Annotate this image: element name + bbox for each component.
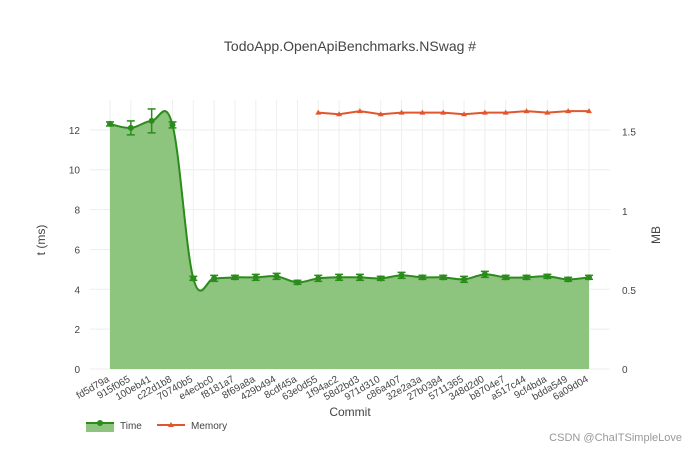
time-point (398, 272, 405, 279)
legend-time-swatch (86, 423, 114, 432)
time-point (169, 121, 176, 128)
time-point (544, 273, 551, 280)
memory-point (356, 108, 363, 114)
memory-point (502, 109, 509, 115)
legend-time-marker (97, 420, 103, 426)
time-area-fill (110, 111, 589, 369)
series-layer (106, 108, 593, 292)
time-point (356, 274, 363, 281)
time-point (481, 271, 488, 278)
x-axis-ticks: fd5d79a915f065100eb41c22d1b870740b5e4ecb… (75, 374, 591, 403)
memory-point (523, 108, 530, 114)
time-point (294, 279, 301, 286)
time-point (461, 276, 468, 283)
time-point (523, 274, 530, 281)
time-point (440, 274, 447, 281)
memory-point (544, 109, 551, 115)
legend-time-label: Time (120, 421, 142, 432)
time-point (107, 120, 113, 127)
memory-point (336, 111, 343, 117)
y2-tick-label: 1 (622, 207, 628, 218)
y-tick-label: 4 (74, 285, 80, 296)
y2-tick-label: 0 (622, 365, 628, 376)
memory-point (315, 109, 322, 115)
y-axis-title: t (ms) (34, 225, 48, 256)
y2-tick-label: 1.5 (622, 128, 636, 139)
memory-point (586, 108, 592, 114)
time-point (419, 274, 426, 281)
y-tick-label: 0 (74, 365, 80, 376)
memory-point (377, 111, 384, 117)
y2-axis-title: MB (649, 226, 663, 244)
y-tick-label: 8 (74, 206, 80, 217)
time-point (190, 275, 197, 282)
legend-item-memory[interactable]: Memory (157, 421, 227, 432)
x-axis-title: Commit (329, 405, 371, 419)
time-point (336, 274, 343, 281)
y-tick-label: 12 (69, 126, 81, 137)
time-point (127, 124, 134, 131)
time-point (252, 274, 259, 281)
memory-point (481, 109, 488, 115)
time-point (148, 117, 155, 124)
memory-point (398, 109, 405, 115)
y-axis-ticks: 0 2 4 6 8 10 12 (69, 126, 81, 376)
y2-tick-label: 0.5 (622, 286, 636, 297)
chart-title: TodoApp.OpenApiBenchmarks.NSwag # (224, 38, 476, 54)
time-point (211, 275, 218, 282)
memory-point (461, 111, 468, 117)
y-tick-label: 2 (74, 325, 80, 336)
time-point (586, 274, 592, 281)
time-area (110, 111, 589, 369)
watermark: CSDN @ChaITSimpleLove (549, 432, 682, 444)
time-point (273, 273, 280, 280)
y2-axis-ticks: 0 0.5 1 1.5 (622, 128, 636, 376)
memory-point (440, 109, 447, 115)
time-point (315, 275, 322, 282)
legend-memory-marker (168, 422, 174, 427)
time-point (565, 276, 572, 283)
y-tick-label: 6 (74, 245, 80, 256)
memory-point (419, 109, 426, 115)
y-tick-label: 10 (69, 166, 81, 177)
legend-item-time[interactable]: Time (86, 420, 142, 432)
legend[interactable]: Time Memory (86, 420, 227, 432)
time-point (231, 274, 238, 281)
legend-memory-label: Memory (191, 421, 227, 432)
memory-point (565, 108, 572, 114)
time-point (502, 274, 509, 281)
time-point (377, 275, 384, 282)
memory-line (318, 110, 589, 116)
